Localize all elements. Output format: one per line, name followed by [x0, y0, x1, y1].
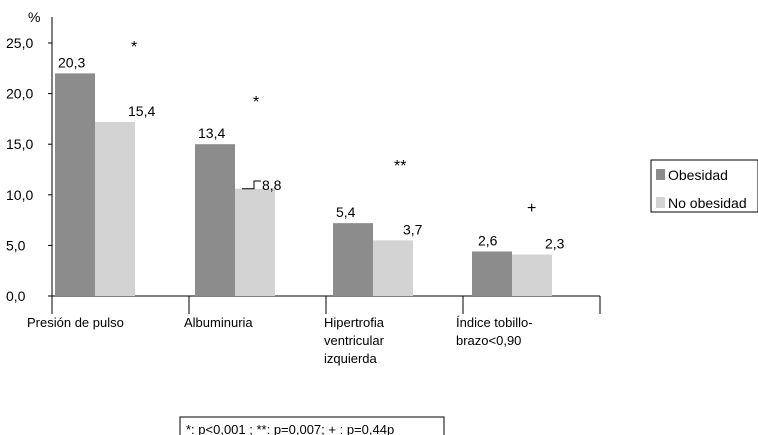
bar-obesidad: [333, 223, 373, 296]
y-tick-label: 10,0: [6, 187, 33, 203]
bar-obesidad: [55, 73, 95, 296]
data-label: 2,6: [478, 232, 498, 248]
legend-label: Obesidad: [668, 167, 728, 183]
footnote-box: [179, 416, 445, 435]
data-label: 3,7: [403, 221, 423, 237]
legend-label: No obesidad: [668, 195, 747, 211]
significance-marker: +: [527, 200, 536, 217]
significance-marker: *: [253, 94, 259, 111]
bar-no-obesidad: [373, 240, 413, 296]
data-label-leader: [242, 180, 261, 190]
bar-no-obesidad: [235, 188, 275, 296]
category-label: Índice tobillo-: [456, 315, 533, 330]
data-label: 2,3: [545, 236, 565, 252]
significance-marker: *: [131, 39, 137, 56]
category-label: Hipertrofia: [324, 315, 385, 330]
y-tick-label: 5,0: [6, 237, 26, 253]
data-label: 13,4: [198, 125, 225, 141]
category-label: Presión de pulso: [27, 315, 124, 330]
category-label: Albuminuria: [184, 315, 253, 330]
data-label: 8,8: [262, 177, 282, 193]
bar-obesidad: [472, 251, 512, 296]
legend-swatch: [656, 197, 665, 208]
legend-swatch: [656, 169, 665, 180]
y-tick-label: 25,0: [6, 35, 33, 51]
data-label: 20,3: [58, 54, 85, 70]
bar-no-obesidad: [95, 121, 135, 296]
significance-marker: **: [394, 158, 406, 175]
category-label: ventricular: [324, 333, 385, 348]
y-axis-label: %: [28, 9, 40, 25]
y-tick-label: 0,0: [6, 288, 26, 304]
category-label: brazo<0,90: [456, 333, 521, 348]
data-label: 15,4: [128, 103, 155, 119]
bar-no-obesidad: [512, 254, 552, 296]
bar-obesidad: [195, 144, 235, 296]
legend: [650, 159, 758, 213]
data-label: 5,4: [336, 204, 356, 220]
category-label: izquierda: [324, 351, 378, 366]
y-tick-label: 15,0: [6, 136, 33, 152]
y-tick-label: 20,0: [6, 86, 33, 102]
footnote: *: p<0,001 ; **: p=0,007; + : p=0,44p: [186, 422, 394, 435]
